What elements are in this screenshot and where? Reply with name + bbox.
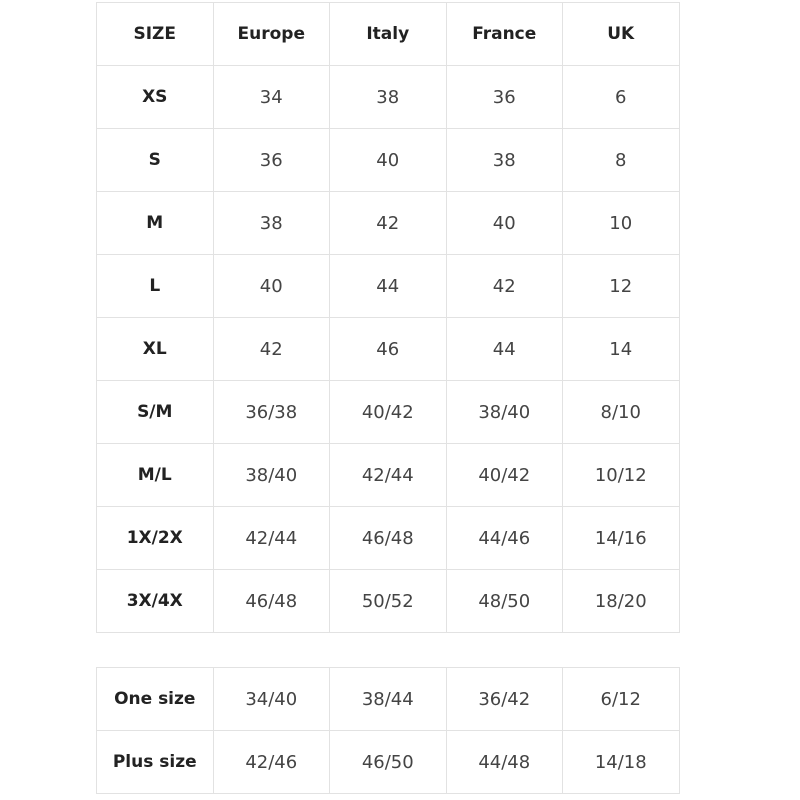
table-cell: 38/44 (329, 667, 447, 731)
table-cell: 10/12 (562, 443, 680, 507)
table-row: S/M 36/38 40/42 38/40 8/10 (96, 380, 680, 444)
size-label: Plus size (96, 730, 214, 794)
table-cell: 44/48 (445, 730, 563, 794)
size-label: XS (96, 65, 214, 129)
size-label: M/L (96, 443, 214, 507)
table-cell: 14 (562, 317, 680, 381)
table-row: 3X/4X 46/48 50/52 48/50 18/20 (96, 569, 680, 633)
table-cell: 38/40 (212, 443, 330, 507)
table-cell: 42 (212, 317, 330, 381)
table-cell: 18/20 (562, 569, 680, 633)
table-cell: 8/10 (562, 380, 680, 444)
table-cell: 14/16 (562, 506, 680, 570)
size-label: S (96, 128, 214, 192)
table-cell: 48/50 (445, 569, 563, 633)
table-cell: 34 (212, 65, 330, 129)
table-row: 1X/2X 42/44 46/48 44/46 14/16 (96, 506, 680, 570)
table-row: S 36 40 38 8 (96, 128, 680, 192)
table-cell: 12 (562, 254, 680, 318)
table-cell: 38 (329, 65, 447, 129)
size-label: S/M (96, 380, 214, 444)
table-cell: 38 (212, 191, 330, 255)
table-row: XL 42 46 44 14 (96, 317, 680, 381)
one-plus-size-table: One size 34/40 38/44 36/42 6/12 Plus size 42/4… (96, 667, 680, 794)
column-header: France (445, 2, 563, 66)
table-cell: 42/44 (329, 443, 447, 507)
table-cell: 40 (445, 191, 563, 255)
column-header: Italy (329, 2, 447, 66)
column-header: SIZE (96, 2, 214, 66)
table-cell: 34/40 (212, 667, 330, 731)
table-cell: 40/42 (329, 380, 447, 444)
table-cell: 46/48 (329, 506, 447, 570)
table-row: XS 34 38 36 6 (96, 65, 680, 129)
table-row: Plus size 42/46 46/50 44/48 14/18 (96, 730, 680, 794)
table-cell: 40/42 (445, 443, 563, 507)
column-header: UK (562, 2, 680, 66)
table-cell: 42/46 (212, 730, 330, 794)
table-cell: 6 (562, 65, 680, 129)
table-cell: 38 (445, 128, 563, 192)
table-row: L 40 44 42 12 (96, 254, 680, 318)
table-cell: 38/40 (445, 380, 563, 444)
header-row: SIZE Europe Italy France UK (96, 2, 680, 66)
table-cell: 46 (329, 317, 447, 381)
table-cell: 42 (445, 254, 563, 318)
size-label: L (96, 254, 214, 318)
table-cell: 44/46 (445, 506, 563, 570)
size-label: M (96, 191, 214, 255)
table-cell: 40 (212, 254, 330, 318)
table-cell: 50/52 (329, 569, 447, 633)
table-row: One size 34/40 38/44 36/42 6/12 (96, 667, 680, 731)
table-row: M/L 38/40 42/44 40/42 10/12 (96, 443, 680, 507)
table-cell: 8 (562, 128, 680, 192)
table-cell: 14/18 (562, 730, 680, 794)
size-label: One size (96, 667, 214, 731)
table-cell: 42/44 (212, 506, 330, 570)
table-row: M 38 42 40 10 (96, 191, 680, 255)
size-label: 1X/2X (96, 506, 214, 570)
size-label: 3X/4X (96, 569, 214, 633)
table-cell: 36/42 (445, 667, 563, 731)
table-cell: 36 (445, 65, 563, 129)
table-cell: 40 (329, 128, 447, 192)
table-cell: 36 (212, 128, 330, 192)
column-header: Europe (212, 2, 330, 66)
table-cell: 44 (329, 254, 447, 318)
table-cell: 46/48 (212, 569, 330, 633)
table-cell: 6/12 (562, 667, 680, 731)
table-cell: 42 (329, 191, 447, 255)
table-cell: 46/50 (329, 730, 447, 794)
table-cell: 10 (562, 191, 680, 255)
size-label: XL (96, 317, 214, 381)
table-cell: 36/38 (212, 380, 330, 444)
table-cell: 44 (445, 317, 563, 381)
size-chart-table: SIZE Europe Italy France UK XS 34 38 36 6 S 36 40 38 8… (96, 2, 680, 633)
